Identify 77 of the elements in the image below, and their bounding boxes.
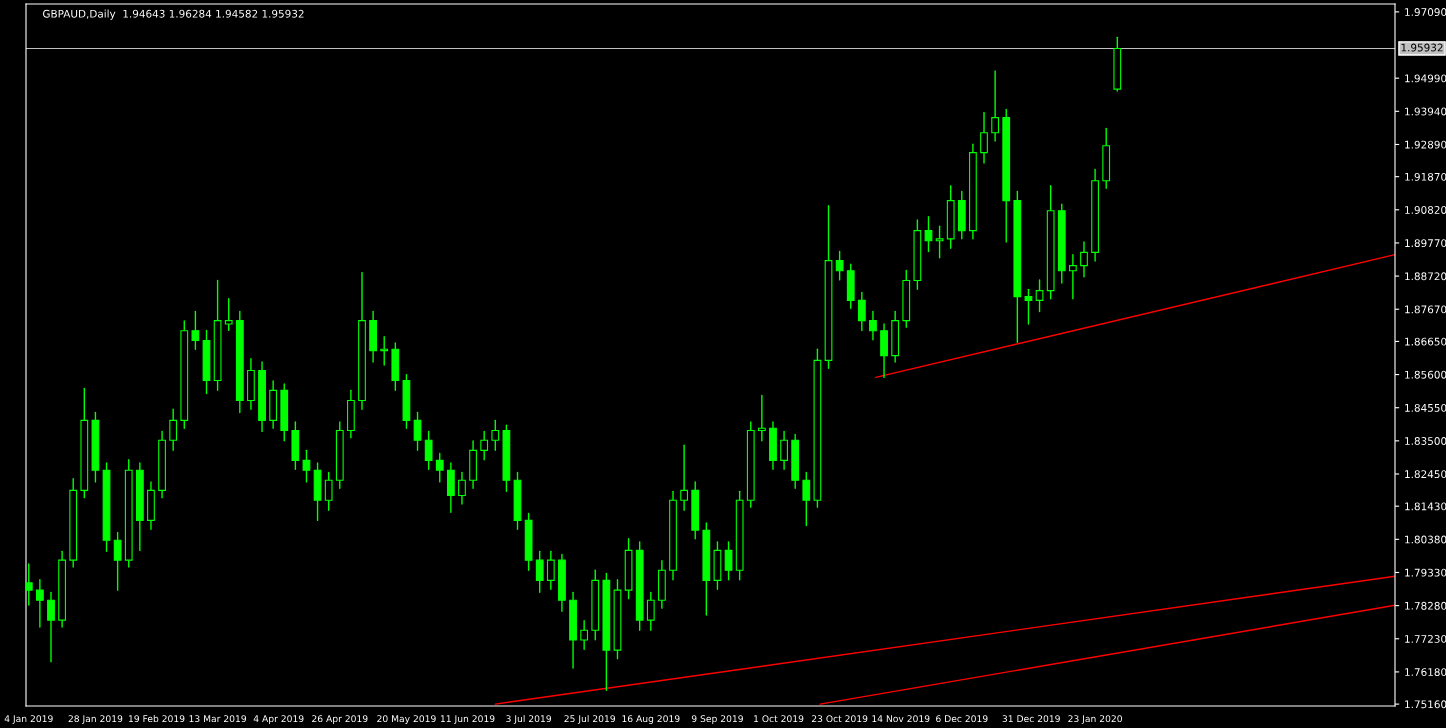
candlestick	[224, 298, 233, 332]
x-tick-label: 16 Aug 2019	[622, 715, 680, 724]
y-tick-label: 1.87670	[1405, 305, 1446, 314]
candlestick	[26, 563, 33, 606]
y-tick-label: 1.85600	[1405, 370, 1446, 379]
candlestick	[191, 310, 200, 351]
x-tick-label: 23 Jan 2020	[1068, 715, 1122, 724]
candlestick	[991, 70, 1000, 142]
candlestick	[413, 411, 422, 452]
y-tick-label: 1.97090	[1405, 8, 1446, 16]
x-tick-label: 26 Apr 2019	[312, 715, 368, 724]
candlestick	[1024, 288, 1033, 325]
y-tick-label: 1.92890	[1405, 140, 1446, 149]
x-tick-label: 4 Jan 2019	[4, 715, 53, 724]
candlestick	[1068, 253, 1077, 300]
x-tick-label: 11 Jun 2019	[440, 715, 495, 724]
candlestick	[780, 430, 788, 470]
candlestick	[113, 531, 122, 591]
candlestick	[47, 591, 55, 663]
y-tick-label: 1.83500	[1405, 437, 1446, 445]
x-tick-label: 31 Dec 2019	[1002, 715, 1060, 723]
y-tick-label: 1.78280	[1405, 601, 1446, 610]
ref-line-label: 1.95932	[1401, 43, 1443, 52]
y-tick-label: 1.90820	[1405, 206, 1446, 214]
candlestick	[924, 216, 933, 253]
x-tick-label: 3 Jul 2019	[506, 715, 551, 724]
y-tick-label: 1.84550	[1405, 403, 1446, 412]
x-tick-label: 9 Sep 2019	[691, 715, 743, 724]
x-tick-label: 4 Apr 2019	[253, 715, 304, 724]
candlestick	[857, 291, 866, 332]
text: GBPAUD,Daily 1.94643 1.96284 1.94582 1.95932	[43, 9, 304, 20]
candlestick	[1035, 279, 1044, 313]
candlestick	[302, 449, 311, 483]
candlestick	[980, 111, 988, 164]
candlestick	[435, 452, 444, 483]
candlestick	[35, 579, 44, 628]
x-tick-label: 1 Oct 2019	[754, 715, 804, 723]
candlestick	[458, 471, 466, 505]
candlestick	[724, 541, 733, 581]
candlestick	[680, 444, 689, 511]
candlestick	[646, 591, 655, 631]
y-tick-label: 1.93940	[1405, 107, 1446, 116]
y-tick-label: 1.79330	[1405, 568, 1446, 577]
x-tick-label: 20 May 2019	[377, 715, 436, 724]
y-tick-label: 1.94990	[1405, 74, 1446, 83]
y-tick-label: 1.88720	[1405, 272, 1446, 281]
x-tick-label: 13 Mar 2019	[189, 715, 247, 723]
x-tick-label: 23 Oct 2019	[811, 715, 868, 723]
y-tick-label: 1.91870	[1405, 172, 1446, 181]
y-tick-label: 1.86650	[1405, 337, 1446, 346]
y-tick-label: 1.75160	[1405, 700, 1446, 709]
x-tick-label: 28 Jan 2019	[68, 715, 123, 724]
candlestick	[380, 335, 389, 366]
candlestick	[424, 430, 433, 470]
x-tick-label: 19 Feb 2019	[129, 715, 185, 723]
candlestick	[480, 430, 489, 461]
candlestick	[535, 550, 544, 594]
x-tick-label: 14 Nov 2019	[872, 715, 930, 723]
candlestick	[1080, 241, 1088, 278]
candlestick	[757, 394, 766, 442]
y-tick-label: 1.80380	[1405, 535, 1446, 544]
candlestick	[869, 310, 877, 341]
y-tick-label: 1.82450	[1405, 470, 1446, 479]
candlestick	[169, 408, 178, 452]
y-tick-label: 1.89770	[1405, 239, 1446, 248]
x-tick-label: 6 Dec 2019	[936, 715, 988, 723]
candlestick	[546, 550, 555, 590]
candlestick	[835, 250, 844, 281]
x-tick-label: 25 Jul 2019	[564, 715, 615, 724]
candlestick	[324, 471, 333, 511]
candlestick	[491, 419, 500, 452]
candlestick	[935, 225, 944, 259]
candlestick	[802, 471, 811, 527]
candlestick	[580, 620, 589, 650]
y-tick-label: 1.76180	[1405, 668, 1446, 677]
y-tick-label: 1.77230	[1405, 634, 1446, 643]
y-tick-label: 1.81430	[1405, 502, 1446, 511]
